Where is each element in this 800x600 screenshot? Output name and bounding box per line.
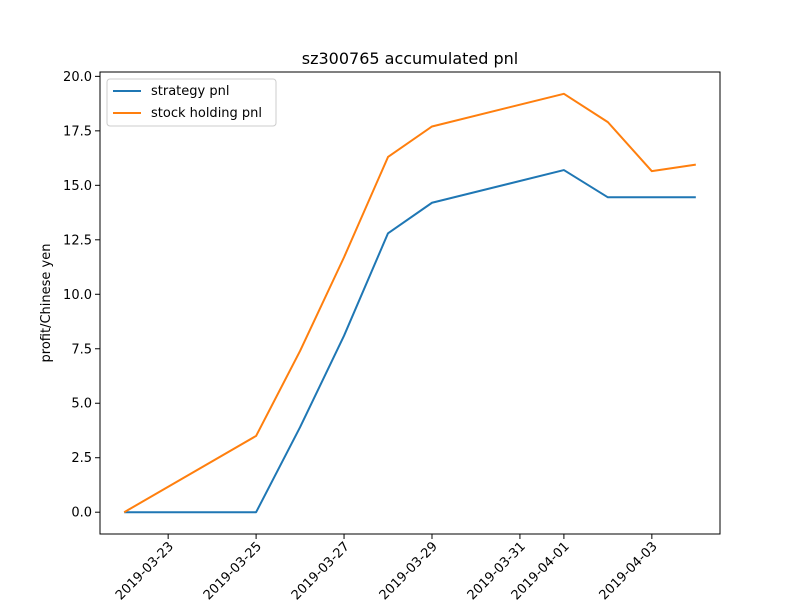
legend-label-strategy-pnl: strategy pnl (151, 84, 229, 99)
series-line-stock-holding-pnl (123, 92, 696, 514)
y-tick-label: 2.5 (71, 451, 92, 466)
y-tick-label: 5.0 (71, 397, 92, 412)
y-tick-label: 10.0 (63, 288, 92, 303)
y-tick-label: 0.0 (71, 506, 92, 521)
y-tick-label: 20.0 (63, 70, 92, 85)
legend-box (106, 78, 277, 127)
legend: strategy pnl stock holding pnl (106, 78, 277, 127)
y-tick-label: 7.5 (71, 342, 92, 357)
y-tick-label: 15.0 (63, 179, 92, 194)
y-tick-label: 12.5 (63, 233, 92, 248)
legend-label-stock-holding-pnl: stock holding pnl (151, 106, 262, 121)
y-tick-label: 17.5 (63, 124, 92, 139)
y-axis-label: profit/Chinese yen (39, 244, 54, 363)
series-lines (123, 92, 696, 514)
plot-area-frame (99, 71, 721, 535)
series-line-strategy-pnl (124, 169, 696, 514)
chart-title: sz300765 accumulated pnl (302, 49, 519, 68)
y-axis: 0.0 2.5 5.0 7.5 10.0 12.5 15.0 17.5 20.0 (63, 70, 100, 521)
